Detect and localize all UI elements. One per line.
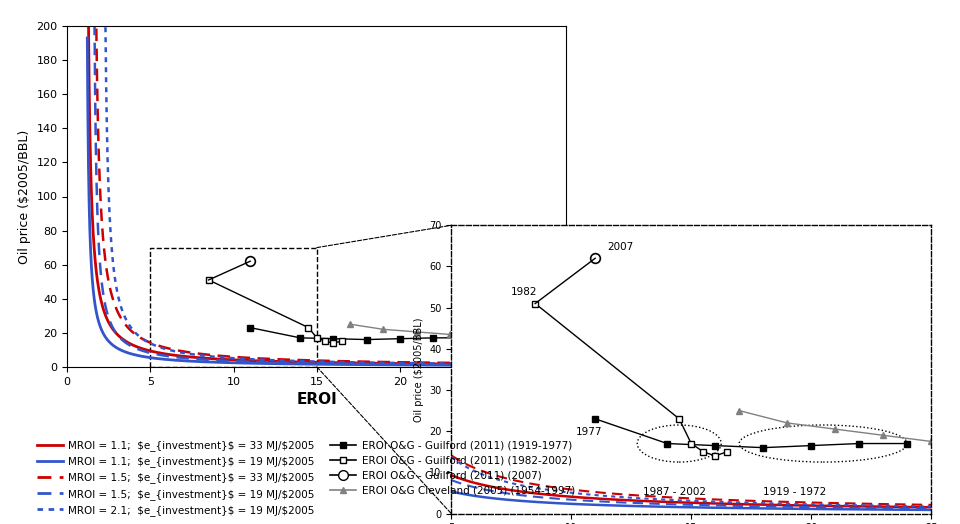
- Text: 1919 - 1972: 1919 - 1972: [763, 487, 827, 497]
- Bar: [151, 248, 317, 367]
- Y-axis label: Oil price ($2005/BBL): Oil price ($2005/BBL): [414, 317, 423, 422]
- X-axis label: EROI: EROI: [297, 392, 337, 407]
- Text: 1987 - 2002: 1987 - 2002: [643, 487, 707, 497]
- Text: 1982: 1982: [511, 287, 538, 297]
- Text: 1977: 1977: [576, 427, 603, 438]
- Text: 2007: 2007: [608, 242, 634, 252]
- Y-axis label: Oil price ($2005/BBL): Oil price ($2005/BBL): [18, 129, 31, 264]
- Legend: MROI = 1.1;  $e_{investment}$ = 33 MJ/$2005, MROI = 1.1;  $e_{investment}$ = 19 : MROI = 1.1; $e_{investment}$ = 33 MJ/$20…: [34, 437, 578, 519]
